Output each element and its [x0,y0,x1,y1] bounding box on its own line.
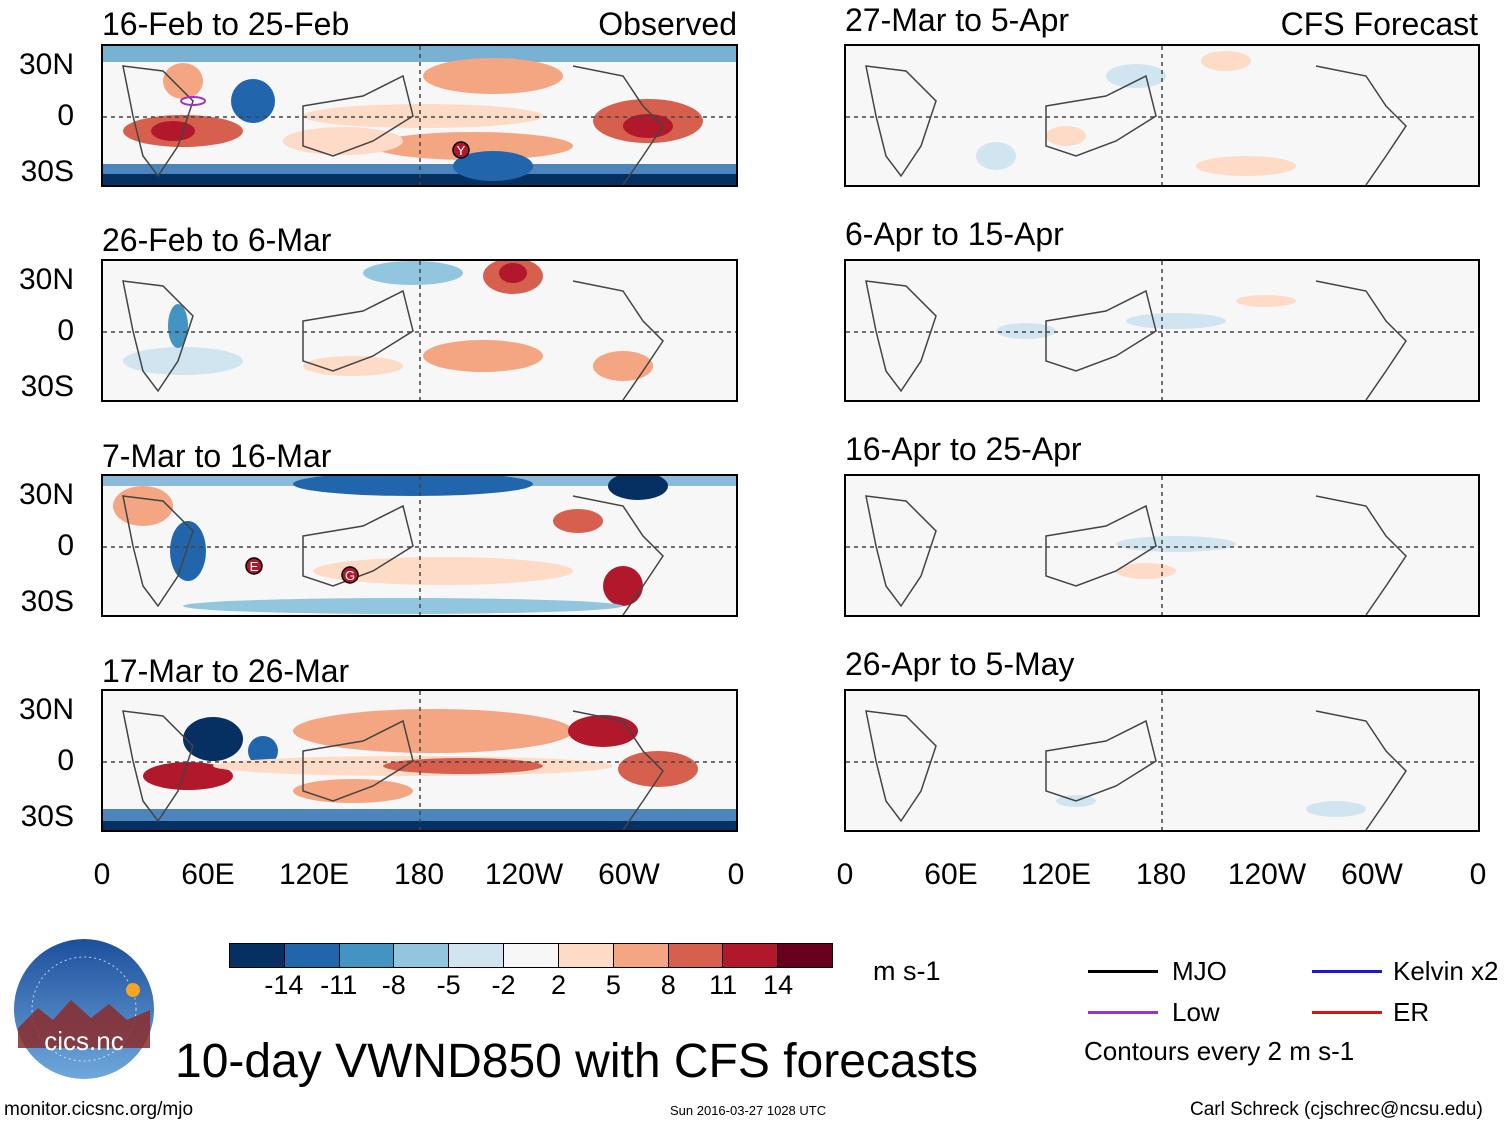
main-title: 10-day VWND850 with CFS forecasts [175,1035,978,1088]
colorbar-tick-label: 5 [605,970,621,1000]
legend-line-kelvin [1312,970,1382,973]
map-panel-obs-3: E G [101,474,738,617]
observed-label: Observed [598,6,737,42]
colorbar-swatch [230,944,285,967]
panel-title-fc-3: 16-Apr to 25-Apr [845,431,1082,467]
colorbar-units: m s-1 [873,956,941,986]
lat-label-eq-1: 0 [57,99,74,132]
colorbar-tick-label: 8 [660,970,676,1000]
map-anomaly-obs-4 [103,691,736,830]
colorbar-tick-label: -14 [264,970,304,1000]
map-anomaly-fc-2 [846,261,1478,400]
lat-label-30n-2: 30N [18,263,74,296]
colorbar-tick-label: -11 [320,970,358,1000]
colorbar-tick-label: 14 [763,970,794,1000]
lat-label-30n-1: 30N [18,48,74,81]
lon-label-left-0-end: 0 [727,858,745,891]
map-anomaly-obs-3: E G [103,476,736,615]
map-panel-fc-2 [844,259,1480,402]
svg-text:E: E [250,559,259,574]
lon-label-right-120w: 120W [1227,858,1307,891]
lon-label-left-60w: 60W [598,858,660,891]
map-panel-obs-2 [101,259,738,402]
author-credit: Carl Schreck (cjschrec@ncsu.edu) [1190,1099,1483,1120]
contour-note: Contours every 2 m s-1 [1084,1036,1355,1066]
map-panel-fc-1 [844,44,1480,187]
panel-title-obs-2: 26-Feb to 6-Mar [102,222,332,258]
map-panel-obs-4 [101,689,738,832]
lon-label-left-120w: 120W [484,858,564,891]
legend-line-low [1088,1011,1158,1014]
map-anomaly-obs-2 [103,261,736,400]
timestamp: Sun 2016-03-27 1028 UTC [670,1103,827,1118]
colorbar-tick-label: -2 [491,970,516,1000]
legend-line-mjo [1088,970,1158,973]
lon-label-right-0: 0 [836,858,854,891]
storm-marker-g: G [341,566,359,584]
svg-text:Y: Y [457,143,466,158]
lat-label-30n-4: 30N [18,693,74,726]
colorbar-swatch [613,944,669,967]
storm-marker-y: Y [452,141,470,159]
legend-label-low: Low [1172,997,1220,1027]
colorbar-swatch [449,944,505,967]
lat-label-30s-1: 30S [20,155,74,188]
map-anomaly-fc-4 [846,691,1478,830]
lat-label-30s-4: 30S [20,800,74,833]
colorbar-swatch [778,944,832,967]
forecast-label: CFS Forecast [1280,6,1478,42]
lat-label-eq-4: 0 [57,744,74,777]
lon-label-right-60w: 60W [1341,858,1403,891]
colorbar-swatch [668,944,724,967]
panel-title-fc-4: 26-Apr to 5-May [845,646,1075,682]
lat-label-30s-3: 30S [20,585,74,618]
lat-label-30n-3: 30N [18,478,74,511]
colorbar-swatch [558,944,614,967]
colorbar-tick-label: -8 [381,970,406,1000]
website-link[interactable]: monitor.cicsnc.org/mjo [4,1099,194,1120]
colorbar-swatch [723,944,779,967]
map-panel-fc-4 [844,689,1480,832]
colorbar-swatch [504,944,559,967]
colorbar-swatch [394,944,450,967]
map-anomaly-fc-1 [846,46,1478,185]
legend-label-kelvin: Kelvin x2 [1393,956,1499,986]
colorbar-tick-label: 11 [709,970,738,1000]
colorbar [229,943,833,968]
storm-marker-e: E [245,557,263,575]
lon-label-left-60e: 60E [181,858,235,891]
cics-logo: cics.nc [13,938,155,1080]
legend-label-er: ER [1393,997,1430,1027]
lon-label-right-120e: 120E [1020,858,1092,891]
lon-label-left-180: 180 [393,858,445,891]
map-anomaly-fc-3 [846,476,1478,615]
colorbar-swatch [284,944,340,967]
panel-title-fc-1: 27-Mar to 5-Apr [845,2,1070,38]
colorbar-tick-label: 2 [550,970,566,1000]
lon-label-left-0: 0 [93,858,111,891]
svg-text:G: G [345,568,355,583]
panel-title-obs-3: 7-Mar to 16-Mar [102,438,332,474]
lon-label-right-60e: 60E [924,858,978,891]
lon-label-left-120e: 120E [278,858,350,891]
legend-line-er [1312,1011,1382,1014]
panel-title-fc-2: 6-Apr to 15-Apr [845,216,1064,252]
panel-title-obs-4: 17-Mar to 26-Mar [102,653,350,689]
colorbar-ticks: -14 -11 -8 -5 -2 2 5 8 11 14 [229,972,833,1002]
colorbar-tick-label: -5 [436,970,461,1000]
lon-label-right-180: 180 [1135,858,1187,891]
map-panel-obs-1: Y [101,44,738,187]
lat-label-eq-3: 0 [57,529,74,562]
lat-label-30s-2: 30S [20,370,74,403]
svg-text:cics.nc: cics.nc [44,1026,123,1056]
panel-title-obs-1: 16-Feb to 25-Feb [102,6,350,42]
map-anomaly-obs-1: Y [103,46,736,185]
lat-label-eq-2: 0 [57,314,74,347]
lon-label-right-0-end: 0 [1469,858,1487,891]
colorbar-swatch [339,944,395,967]
legend-label-mjo: MJO [1172,956,1227,986]
map-panel-fc-3 [844,474,1480,617]
